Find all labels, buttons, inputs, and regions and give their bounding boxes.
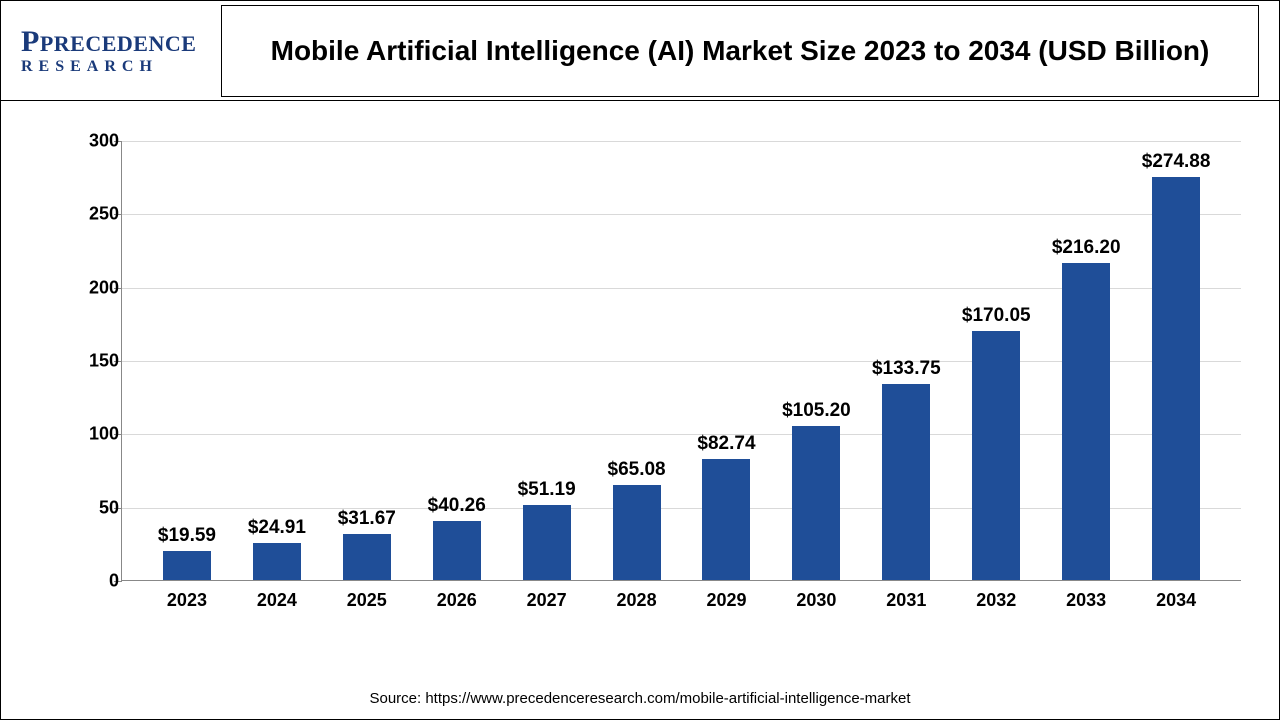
bar-slot: $24.912024 <box>232 141 322 580</box>
plot-region: $19.592023$24.912024$31.672025$40.262026… <box>121 141 1241 581</box>
y-tick-label: 100 <box>69 424 119 445</box>
bar-value-label: $51.19 <box>518 479 576 501</box>
chart-title: Mobile Artificial Intelligence (AI) Mark… <box>271 33 1210 68</box>
bar-slot: $105.202030 <box>771 141 861 580</box>
y-tick-label: 0 <box>69 571 119 592</box>
x-tick-label: 2031 <box>886 590 926 611</box>
x-tick-label: 2028 <box>617 590 657 611</box>
bar-slot: $40.262026 <box>412 141 502 580</box>
bar <box>523 505 571 580</box>
bar-slot: $170.052032 <box>951 141 1041 580</box>
chart-container: PPRECEDENCE RESEARCH Mobile Artificial I… <box>0 0 1280 720</box>
bar-value-label: $170.05 <box>962 305 1031 327</box>
bars-group: $19.592023$24.912024$31.672025$40.262026… <box>122 141 1241 580</box>
bar-value-label: $133.75 <box>872 358 941 380</box>
bar <box>882 384 930 580</box>
x-tick-label: 2033 <box>1066 590 1106 611</box>
bar <box>972 331 1020 580</box>
x-tick-label: 2024 <box>257 590 297 611</box>
x-tick-label: 2026 <box>437 590 477 611</box>
bar-slot: $31.672025 <box>322 141 412 580</box>
bar-slot: $19.592023 <box>142 141 232 580</box>
y-tick-label: 200 <box>69 277 119 298</box>
bar <box>253 543 301 580</box>
bar-value-label: $274.88 <box>1142 151 1211 173</box>
y-tick-label: 50 <box>69 497 119 518</box>
bar-slot: $133.752031 <box>861 141 951 580</box>
bar-value-label: $216.20 <box>1052 237 1121 259</box>
bar-value-label: $105.20 <box>782 400 851 422</box>
bar <box>433 521 481 580</box>
bar-slot: $216.202033 <box>1041 141 1131 580</box>
bar <box>613 485 661 580</box>
header-row: PPRECEDENCE RESEARCH Mobile Artificial I… <box>1 1 1279 101</box>
y-tick-label: 150 <box>69 351 119 372</box>
x-tick-label: 2034 <box>1156 590 1196 611</box>
bar <box>1152 177 1200 580</box>
x-tick-label: 2032 <box>976 590 1016 611</box>
x-tick-label: 2023 <box>167 590 207 611</box>
bar <box>792 426 840 580</box>
title-box: Mobile Artificial Intelligence (AI) Mark… <box>221 5 1259 97</box>
logo-lower: RESEARCH <box>21 59 221 75</box>
bar <box>702 459 750 580</box>
x-tick-label: 2027 <box>527 590 567 611</box>
bar-value-label: $24.91 <box>248 517 306 539</box>
bar <box>163 551 211 580</box>
bar-value-label: $40.26 <box>428 495 486 517</box>
bar-slot: $274.882034 <box>1131 141 1221 580</box>
bar <box>1062 263 1110 580</box>
bar-value-label: $31.67 <box>338 508 396 530</box>
bar-slot: $82.742029 <box>682 141 772 580</box>
logo-upper: PRECEDENCE <box>40 31 197 56</box>
x-tick-label: 2025 <box>347 590 387 611</box>
bar-value-label: $19.59 <box>158 525 216 547</box>
bar-value-label: $82.74 <box>697 433 755 455</box>
chart-area: $19.592023$24.912024$31.672025$40.262026… <box>71 121 1251 621</box>
brand-logo: PPRECEDENCE RESEARCH <box>21 27 221 75</box>
bar-value-label: $65.08 <box>608 459 666 481</box>
bar-slot: $51.192027 <box>502 141 592 580</box>
y-tick-label: 300 <box>69 131 119 152</box>
source-line: Source: https://www.precedenceresearch.c… <box>1 690 1279 707</box>
x-tick-label: 2029 <box>706 590 746 611</box>
x-tick-label: 2030 <box>796 590 836 611</box>
logo-letter: P <box>21 25 40 58</box>
bar-slot: $65.082028 <box>592 141 682 580</box>
y-tick-label: 250 <box>69 204 119 225</box>
bar <box>343 534 391 580</box>
